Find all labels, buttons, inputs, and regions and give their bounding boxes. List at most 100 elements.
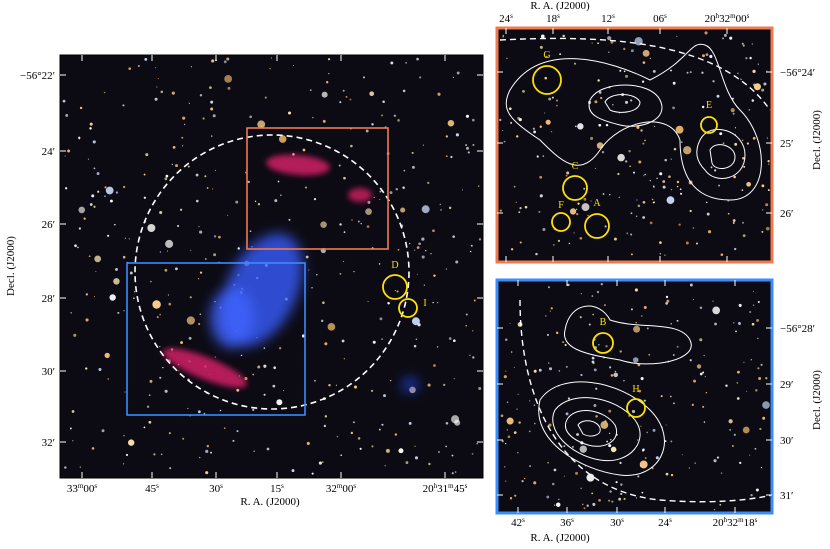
star: [565, 366, 568, 368]
zoom-box-blue: [126, 262, 306, 416]
star: [573, 62, 577, 65]
star: [683, 146, 692, 155]
star: [465, 114, 470, 118]
star: [104, 186, 107, 189]
y-axis-label: Decl. (J2000): [811, 110, 823, 170]
star: [659, 252, 662, 255]
star: [702, 371, 705, 374]
star: [478, 386, 482, 390]
star: [445, 268, 448, 270]
star: [709, 54, 713, 59]
star: [389, 379, 392, 382]
star: [539, 175, 543, 179]
star: [528, 430, 531, 433]
star: [160, 90, 164, 94]
star: [506, 417, 514, 425]
star: [416, 273, 418, 275]
star: [159, 376, 162, 379]
star: [542, 228, 546, 232]
x-tick-label: 20h32m18s: [713, 516, 758, 529]
star: [591, 295, 594, 297]
star: [445, 421, 449, 425]
star: [703, 421, 706, 423]
star: [742, 139, 744, 141]
star: [555, 99, 559, 102]
star: [232, 439, 235, 442]
star: [124, 237, 127, 239]
star: [670, 188, 673, 191]
star: [339, 223, 342, 226]
star: [737, 72, 739, 75]
x-tick-label: 18s: [546, 12, 560, 25]
star: [249, 230, 252, 233]
star: [749, 454, 751, 456]
star: [596, 142, 604, 149]
star: [751, 43, 754, 45]
tick-text: 36: [560, 517, 572, 529]
star: [594, 167, 596, 169]
star: [456, 71, 460, 75]
overlays: [126, 127, 418, 416]
star: [321, 91, 328, 98]
star: [465, 144, 468, 146]
star: [506, 57, 508, 60]
star: [646, 327, 649, 330]
star: [641, 80, 645, 83]
star: [384, 465, 386, 467]
star: [752, 69, 756, 73]
star: [733, 322, 735, 324]
star: [113, 278, 120, 285]
star: [538, 210, 541, 213]
star: [226, 57, 230, 61]
star: [382, 100, 385, 104]
star: [414, 456, 419, 460]
star: [727, 212, 730, 215]
star: [507, 435, 511, 439]
star: [575, 471, 579, 475]
star: [209, 86, 212, 89]
star: [499, 209, 502, 212]
y-tick-label: 31′: [780, 490, 793, 502]
star: [408, 421, 412, 425]
star: [629, 165, 631, 168]
star: [722, 142, 725, 144]
star: [87, 158, 89, 160]
star: [236, 388, 240, 392]
marker-circle: [592, 332, 614, 354]
star: [125, 453, 129, 457]
star: [517, 116, 520, 120]
star: [554, 504, 556, 506]
star: [630, 233, 633, 236]
star: [636, 199, 638, 201]
star: [630, 99, 633, 102]
marker-label: I: [423, 298, 426, 309]
star: [414, 249, 416, 251]
star: [105, 186, 114, 195]
star: [710, 166, 713, 169]
star: [288, 111, 292, 115]
star: [567, 397, 571, 400]
star: [737, 370, 740, 374]
star: [210, 100, 214, 104]
star: [182, 116, 186, 120]
star: [198, 322, 201, 326]
marker-label: E: [706, 100, 712, 111]
star: [540, 34, 545, 39]
y-axis-label: Decl. (J2000): [811, 370, 823, 430]
star: [545, 119, 551, 125]
star: [64, 466, 67, 469]
star: [608, 499, 611, 502]
star: [122, 185, 126, 189]
star: [167, 294, 169, 296]
star: [397, 248, 400, 251]
star: [403, 169, 406, 172]
star: [327, 58, 331, 61]
star: [78, 206, 86, 214]
star: [519, 241, 522, 244]
star: [418, 242, 421, 246]
y-axis-label: Decl. (J2000): [5, 236, 17, 296]
superscript: s: [220, 482, 223, 490]
star: [729, 429, 732, 431]
star: [746, 390, 748, 392]
star: [328, 73, 330, 75]
